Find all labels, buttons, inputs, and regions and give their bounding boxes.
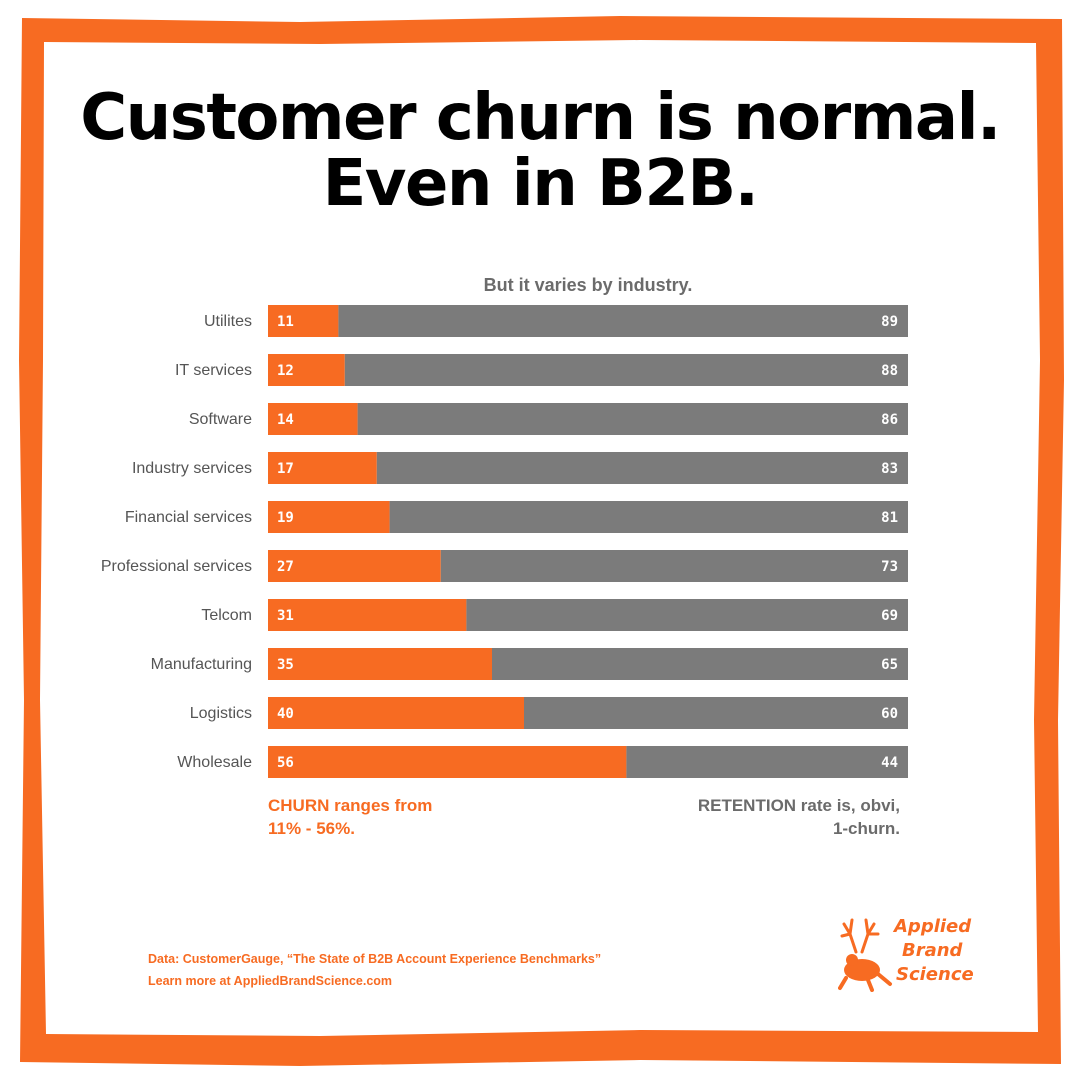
churn-value-label: 40	[277, 706, 294, 722]
retention-bar	[338, 305, 908, 337]
retention-bar	[376, 452, 908, 484]
churn-value-label: 56	[277, 755, 294, 771]
chart-subtitle: But it varies by industry.	[484, 275, 693, 295]
logo-word-science: Science	[896, 964, 974, 985]
churn-bar	[268, 403, 358, 435]
churn-value-label: 27	[277, 559, 294, 575]
headline-line-2: Even in B2B.	[322, 147, 759, 221]
logo-word-applied: Applied	[894, 916, 972, 937]
churn-bar	[268, 746, 627, 778]
retention-value-label: 69	[881, 608, 898, 624]
category-label: Software	[189, 411, 252, 428]
retention-bar	[344, 354, 908, 386]
category-label: Financial services	[125, 509, 252, 526]
retention-value-label: 73	[881, 559, 898, 575]
retention-value-label: 65	[881, 657, 898, 673]
retention-bar	[440, 550, 908, 582]
headline-line-1: Customer churn is normal.	[80, 81, 1001, 155]
category-label: Manufacturing	[151, 656, 252, 673]
category-label: Utilites	[204, 313, 252, 330]
retention-bar	[524, 697, 908, 729]
applied-brand-science-logo: Applied Brand Science	[838, 912, 978, 992]
churn-value-label: 14	[277, 412, 294, 428]
retention-caption: RETENTION rate is, obvi, 1-churn.	[600, 794, 900, 840]
churn-caption-line-1: CHURN ranges from	[268, 796, 433, 815]
churn-value-label: 19	[277, 510, 294, 526]
retention-bar	[492, 648, 908, 680]
category-label: Logistics	[190, 705, 252, 722]
churn-bar	[268, 354, 345, 386]
churn-bar	[268, 648, 492, 680]
logo-word-brand: Brand	[902, 940, 963, 961]
retention-value-label: 86	[881, 412, 898, 428]
churn-caption: CHURN ranges from 11% - 56%.	[268, 794, 528, 840]
retention-bar	[357, 403, 909, 435]
retention-value-label: 44	[881, 755, 898, 771]
category-label: IT services	[175, 362, 252, 379]
retention-bar	[389, 501, 909, 533]
category-label: Professional services	[101, 558, 252, 575]
retention-value-label: 89	[881, 314, 898, 330]
churn-value-label: 35	[277, 657, 294, 673]
churn-bar	[268, 599, 467, 631]
retention-value-label: 60	[881, 706, 898, 722]
retention-value-label: 88	[881, 363, 898, 379]
churn-bar	[268, 501, 390, 533]
churn-value-label: 11	[277, 314, 294, 330]
learn-more-link[interactable]: Learn more at AppliedBrandScience.com	[148, 974, 393, 988]
retention-bar	[626, 746, 908, 778]
churn-caption-line-2: 11% - 56%.	[268, 819, 355, 838]
churn-bar	[268, 550, 441, 582]
retention-caption-line-1: RETENTION rate is, obvi,	[697, 796, 900, 815]
retention-bar	[466, 599, 908, 631]
category-label: Wholesale	[177, 754, 252, 771]
data-source-text: Data: CustomerGauge, “The State of B2B A…	[148, 952, 602, 966]
retention-value-label: 81	[881, 510, 898, 526]
churn-value-label: 17	[277, 461, 294, 477]
retention-caption-line-2: 1-churn.	[832, 819, 900, 838]
churn-value-label: 31	[277, 608, 294, 624]
category-label: Industry services	[132, 460, 252, 477]
churn-bar	[268, 305, 339, 337]
churn-bar	[268, 452, 377, 484]
antlered-frog-icon	[838, 918, 892, 992]
churn-value-label: 12	[277, 363, 294, 379]
retention-value-label: 83	[881, 461, 898, 477]
churn-bar	[268, 697, 524, 729]
category-label: Telcom	[201, 607, 252, 624]
